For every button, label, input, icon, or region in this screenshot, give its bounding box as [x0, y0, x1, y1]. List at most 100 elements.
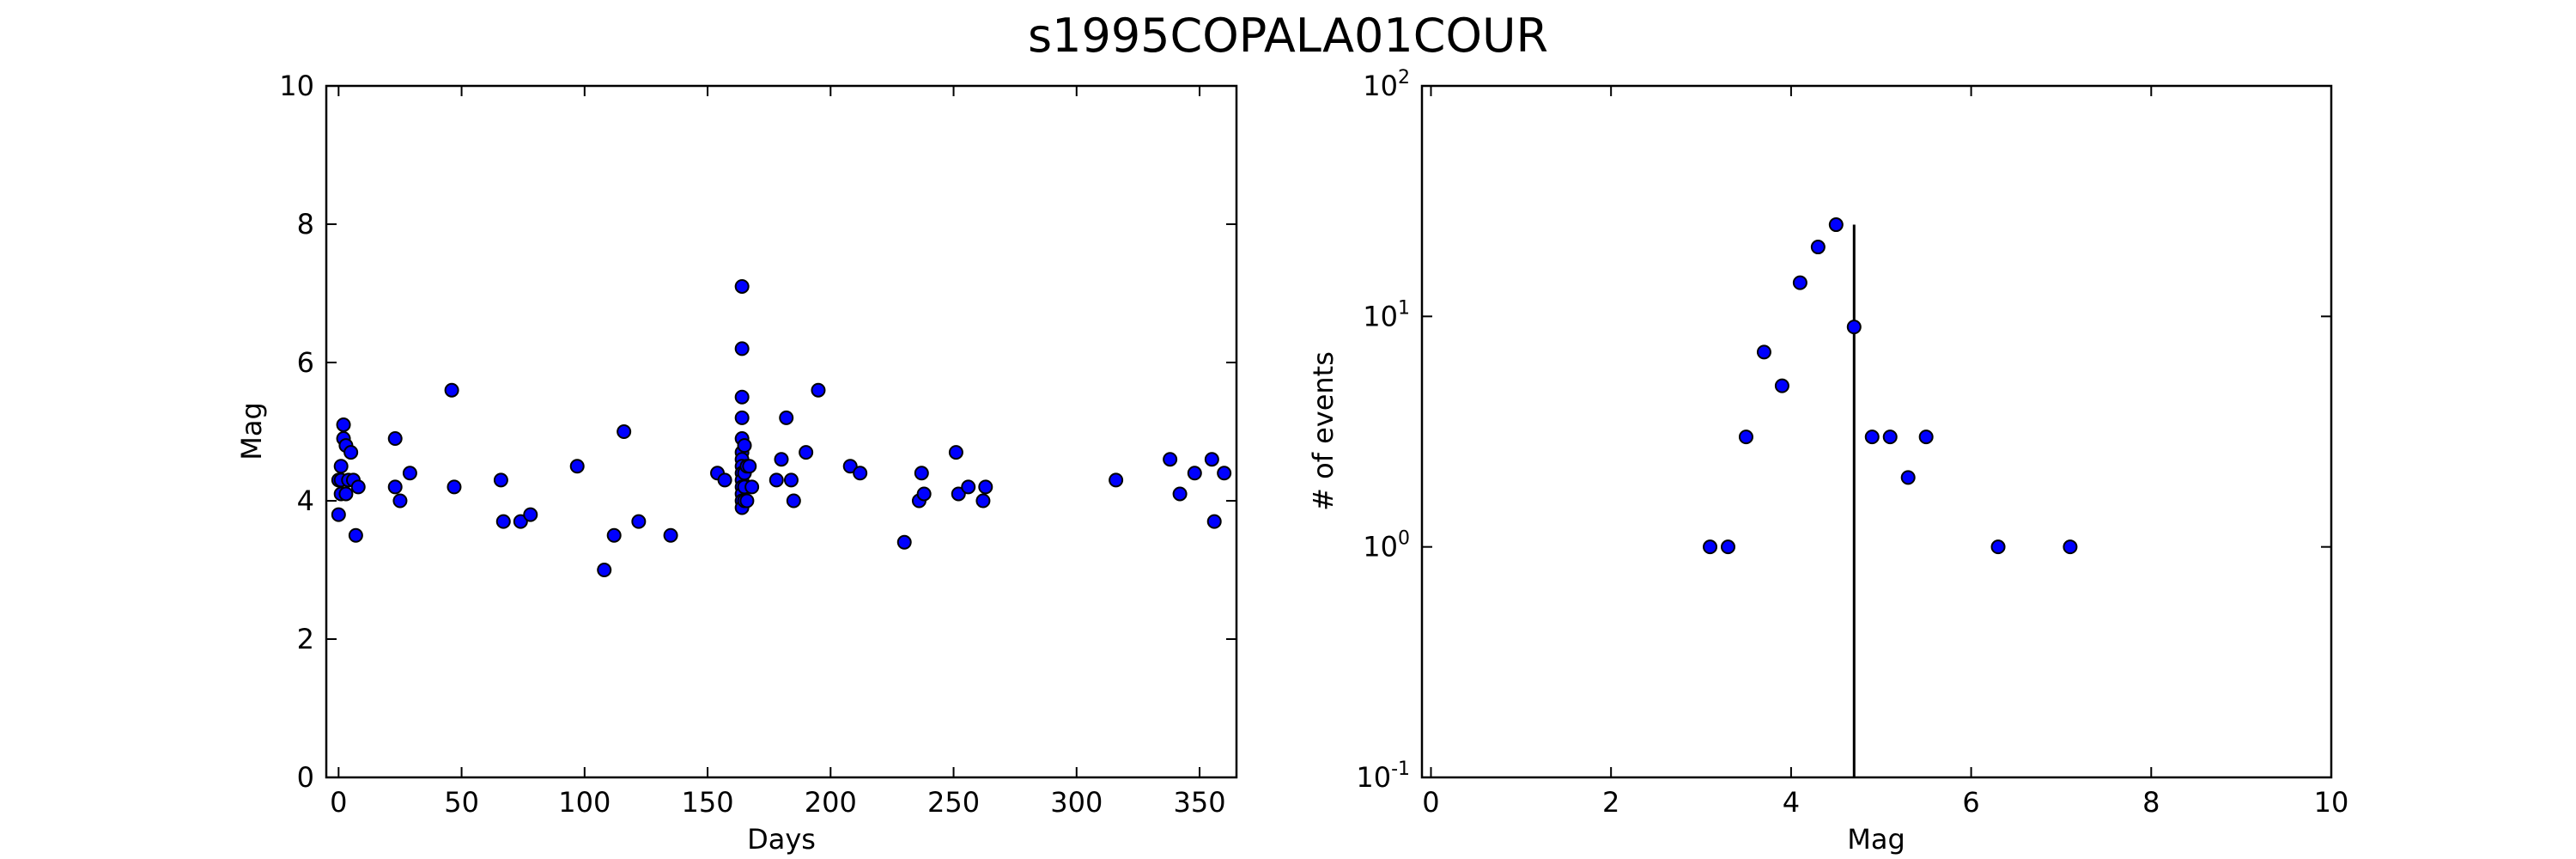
- left-point: [842, 459, 858, 474]
- right-point: [1990, 539, 2006, 555]
- left-point: [783, 472, 799, 488]
- left-point: [523, 507, 538, 522]
- right-point: [1882, 430, 1898, 445]
- left-x-tick-label: 0: [330, 786, 347, 819]
- left-point: [597, 563, 612, 577]
- left-point: [350, 479, 366, 495]
- right-y-tick-label: 100: [1363, 528, 1410, 564]
- right-x-tick-label: 4: [1783, 786, 1800, 819]
- right-point: [1864, 430, 1880, 445]
- days-vs-mag-scatter-plot: 0 50 100 150 200 250 300 350 0 2 4 6 8 10 Days Mag: [235, 70, 1238, 856]
- right-y-tick-label: 101: [1363, 297, 1410, 332]
- left-point: [734, 389, 750, 405]
- left-point: [348, 527, 363, 543]
- left-point: [948, 445, 963, 460]
- left-point: [744, 479, 760, 495]
- right-x-tick-label: 8: [2142, 786, 2160, 819]
- left-point: [811, 382, 826, 398]
- figure-title: s1995COPALA01COUR: [1028, 9, 1548, 63]
- left-data-points: [331, 278, 1232, 577]
- left-point: [338, 486, 354, 502]
- left-point: [392, 493, 408, 509]
- left-point: [739, 493, 755, 509]
- right-point: [1918, 430, 1934, 445]
- left-point: [1109, 472, 1124, 488]
- left-x-tick-label: 200: [805, 786, 857, 819]
- left-x-tick-label: 100: [558, 786, 611, 819]
- left-ticks: 0 50 100 150 200 250 300 350 0 2 4 6 8 10: [279, 70, 1236, 819]
- right-point: [1810, 240, 1826, 255]
- left-point: [916, 486, 932, 502]
- left-x-tick-label: 50: [444, 786, 479, 819]
- right-x-tick-label: 10: [2314, 786, 2349, 819]
- left-point: [513, 514, 528, 529]
- left-x-tick-label: 350: [1173, 786, 1225, 819]
- left-point: [1172, 486, 1188, 502]
- left-point: [914, 466, 929, 481]
- right-point: [1703, 539, 1718, 555]
- left-point: [617, 424, 632, 439]
- left-point: [444, 382, 459, 398]
- right-point: [1720, 539, 1735, 555]
- left-x-axis-label: Days: [747, 823, 816, 856]
- right-x-tick-label: 6: [1962, 786, 1979, 819]
- left-y-tick-label: 10: [279, 70, 314, 102]
- left-point: [734, 410, 750, 425]
- left-point: [951, 486, 966, 502]
- left-point: [331, 507, 346, 522]
- left-point: [1163, 452, 1178, 467]
- left-point: [717, 472, 732, 488]
- mag-histogram-plot: 0 2 4 6 8 10 10-1 100 101 102 Mag # of events: [1307, 67, 2348, 856]
- right-y-tick-label: 10-1: [1356, 758, 1410, 794]
- left-point: [387, 479, 403, 495]
- left-y-tick-label: 6: [297, 346, 314, 379]
- right-x-tick-label: 2: [1602, 786, 1619, 819]
- left-point: [447, 479, 462, 495]
- left-point: [799, 445, 814, 460]
- left-point: [769, 472, 784, 488]
- left-point: [737, 438, 752, 454]
- left-point: [1206, 514, 1222, 529]
- left-point: [1217, 466, 1232, 481]
- right-point: [2063, 539, 2078, 555]
- left-y-tick-label: 2: [297, 623, 314, 655]
- left-y-tick-label: 8: [297, 208, 314, 241]
- left-point: [742, 459, 757, 474]
- left-point: [774, 452, 789, 467]
- left-x-tick-label: 150: [682, 786, 734, 819]
- right-ticks: 0 2 4 6 8 10 10-1 100 101 102: [1356, 67, 2348, 819]
- left-point: [569, 459, 585, 474]
- left-point: [896, 534, 912, 550]
- left-point: [734, 341, 750, 356]
- right-point: [1828, 217, 1844, 233]
- left-point: [333, 459, 349, 474]
- left-point: [1187, 466, 1202, 481]
- right-point: [1846, 320, 1862, 335]
- left-x-tick-label: 250: [927, 786, 980, 819]
- left-point: [343, 445, 359, 460]
- right-point: [1738, 430, 1753, 445]
- left-point: [978, 479, 993, 495]
- right-point: [1792, 275, 1807, 290]
- right-point: [1900, 470, 1916, 485]
- right-y-axis-label: # of events: [1307, 351, 1340, 511]
- left-x-tick-label: 300: [1050, 786, 1103, 819]
- left-point: [387, 431, 403, 447]
- right-point: [1756, 344, 1771, 360]
- left-point: [402, 466, 417, 481]
- left-y-tick-label: 0: [297, 761, 314, 794]
- left-point: [663, 527, 678, 543]
- right-x-tick-label: 0: [1422, 786, 1439, 819]
- left-y-tick-label: 4: [297, 484, 314, 517]
- right-y-tick-label: 102: [1363, 67, 1410, 102]
- right-data-points: [1703, 217, 2078, 555]
- right-point: [1774, 378, 1789, 393]
- left-plot-frame: [325, 84, 1238, 779]
- left-point: [336, 417, 351, 432]
- left-point: [495, 514, 511, 529]
- left-point: [786, 493, 801, 509]
- left-y-axis-label: Mag: [235, 402, 268, 460]
- right-x-axis-label: Mag: [1847, 823, 1905, 856]
- left-point: [631, 514, 647, 529]
